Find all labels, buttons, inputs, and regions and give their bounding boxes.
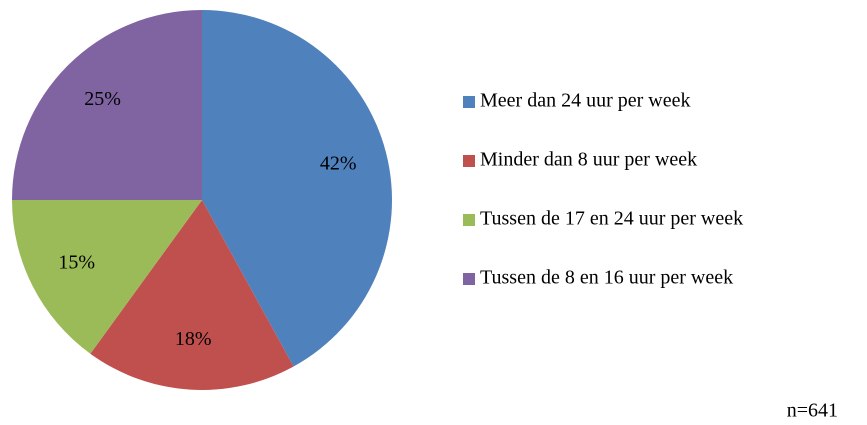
data-label: 42% bbox=[320, 153, 357, 175]
pie-slice bbox=[11, 200, 202, 354]
pie-slice bbox=[202, 10, 393, 367]
pie-slice bbox=[90, 200, 294, 390]
data-label: 25% bbox=[84, 88, 121, 110]
data-label: 18% bbox=[175, 328, 212, 350]
legend-label: Tussen de 17 en 24 uur per week bbox=[480, 208, 743, 230]
legend-label: Meer dan 24 uur per week bbox=[480, 90, 690, 112]
legend-label: Tussen de 8 en 16 uur per week bbox=[480, 267, 733, 289]
legend-swatch bbox=[463, 96, 475, 108]
legend-swatch bbox=[463, 155, 475, 167]
legend-label: Minder dan 8 uur per week bbox=[480, 149, 697, 171]
pie-slice bbox=[12, 10, 202, 200]
legend-swatch bbox=[463, 273, 475, 285]
sample-size: n=641 bbox=[787, 400, 838, 422]
data-label: 15% bbox=[58, 251, 95, 273]
legend-swatch bbox=[463, 214, 475, 226]
